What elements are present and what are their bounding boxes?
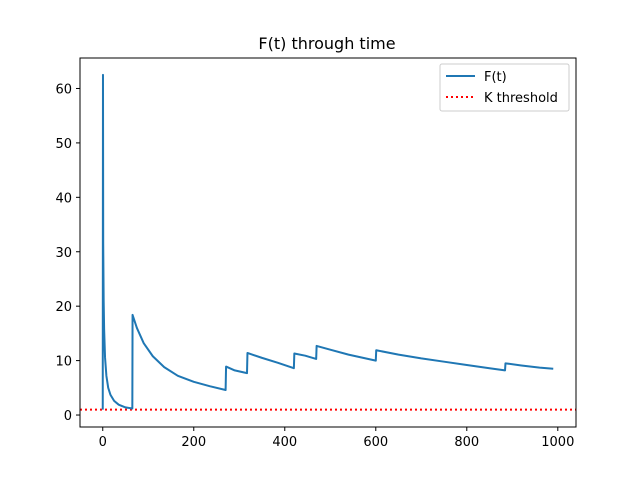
x-axis: 0 200 400 600 800 1000 — [99, 427, 574, 450]
x-tick-label: 600 — [363, 435, 388, 450]
y-tick-label: 10 — [55, 355, 72, 370]
legend-label-ft: F(t) — [484, 70, 507, 85]
y-tick-label: 20 — [55, 300, 72, 315]
x-tick-label: 400 — [272, 435, 297, 450]
legend: F(t) K threshold — [439, 63, 570, 112]
y-axis: 0 10 20 30 40 50 60 — [55, 82, 80, 424]
x-tick-label: 200 — [181, 435, 206, 450]
y-tick-label: 30 — [55, 246, 72, 261]
x-tick-label: 800 — [454, 435, 479, 450]
y-tick-label: 40 — [55, 191, 72, 206]
plot-frame — [79, 57, 577, 428]
legend-label-k-threshold: K threshold — [484, 91, 558, 106]
chart-title: F(t) through time — [258, 34, 395, 53]
y-tick-label: 0 — [64, 409, 72, 424]
plot-area — [80, 73, 576, 411]
ft-series-line — [101, 73, 554, 410]
y-tick-label: 50 — [55, 137, 72, 152]
x-tick-label: 0 — [99, 435, 107, 450]
y-tick-label: 60 — [55, 82, 72, 97]
x-tick-label: 1000 — [541, 435, 574, 450]
